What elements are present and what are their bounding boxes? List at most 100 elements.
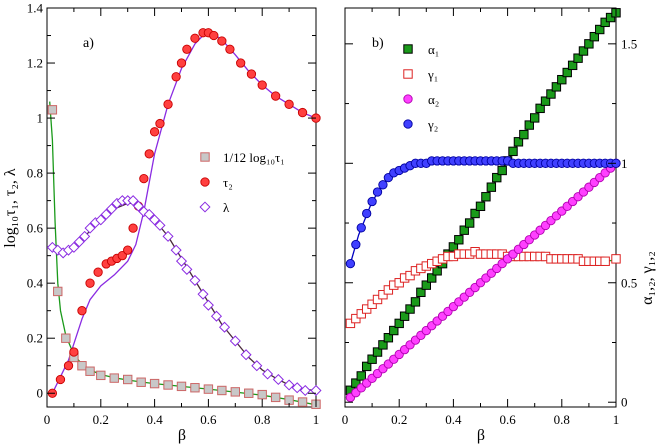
panel-a-series-2-point — [176, 58, 187, 68]
panel-b-series-1-point — [427, 273, 437, 283]
panel-a-series-3-point — [138, 206, 150, 218]
panel-b-series-4-point — [372, 187, 383, 197]
panel-b-series-4-point — [362, 208, 372, 219]
panel-a-series-1-point — [149, 378, 160, 389]
panel-a-y-tick-label: 0.4 — [27, 276, 44, 291]
panel-a-y-tick-label: 1.2 — [27, 56, 43, 71]
panel-b-series-1-point — [475, 201, 486, 212]
panel-a-ticks: 0 0.2 0.4 0.6 0.8 1 0 0.2 0.4 0.6 0.8 1 1.2 1.4 — [27, 1, 320, 428]
panel-b-y-tick-label: 1.5 — [621, 36, 637, 51]
panel-b-x-tick-label: 0 — [342, 412, 349, 427]
panel-b: 0 0.2 0.4 0.6 0.8 100.511.5 b) β α₁,₂, γ₁,₂ α… — [342, 7, 656, 444]
panel-b-ticks: 0 0.2 0.4 0.6 0.8 100.511.5 — [342, 8, 637, 427]
panel-a-series-1-point — [61, 333, 71, 343]
panel-b-series-1-point — [497, 165, 507, 176]
panel-a-series-3-point — [79, 230, 91, 242]
panel-b-series-1-point — [524, 120, 534, 130]
panel-b-series-3-legend-label: α₂ — [428, 92, 439, 107]
panel-a-series-3-point — [283, 379, 295, 391]
panel-a-series-2-point — [246, 69, 257, 79]
panel-a-series-3-point — [52, 244, 64, 256]
panel-a-series-1-point — [176, 381, 187, 392]
panel-b-series-4-point — [367, 196, 377, 207]
panel-a-series-3-point — [175, 255, 188, 267]
panel-b-series-1-point — [530, 113, 540, 123]
panel-a-series-2-point — [128, 223, 138, 233]
panel-b-series-1-point — [519, 129, 529, 140]
panel-b-series-1-point — [589, 31, 600, 42]
panel-a-series-2-point — [297, 107, 308, 118]
panel-a-x-tick-label: 0 — [44, 412, 51, 427]
panel-a-series-3-point — [229, 335, 241, 347]
panel-a-series-3-point — [251, 360, 263, 372]
panel-a-series-2-point — [144, 149, 154, 159]
panel-b-series-2-point — [372, 294, 383, 305]
panel-a-series-3-point — [84, 222, 96, 234]
panel-a-series-3-legend-label: λ — [223, 200, 230, 215]
panel-b-series-1-point — [486, 182, 497, 192]
panel-a-series-1-point — [109, 373, 119, 383]
panel-a-series-1-legend-label: 1/12 log₁₀τ₁ — [223, 150, 285, 165]
panel-a-series-2-legend-label: τ₂ — [223, 175, 233, 190]
panel-a-series-1-point — [85, 366, 95, 376]
panel-b-series-1-point — [508, 146, 518, 157]
panel-a-series-2-point — [77, 306, 87, 316]
panel-b-series-1-point — [557, 74, 567, 85]
panel-a-series-2-point — [257, 80, 267, 90]
panel-b-series-1-point — [584, 39, 594, 49]
panel-b-series-1-point — [454, 235, 464, 245]
panel-b-series-1-point — [394, 318, 404, 329]
panel-a-series-2-line — [51, 32, 316, 394]
panel-a-markers — [46, 28, 322, 409]
panel-b-series-1-point — [605, 12, 616, 23]
panel-b-series-1-point — [405, 304, 415, 314]
panel-a-series-2-point — [69, 347, 79, 357]
panel-a-series-3-point — [219, 321, 231, 333]
panel-b-series-4-point — [345, 258, 356, 269]
panel-b-series-1-point — [416, 287, 426, 298]
panel-a-y-tick-label: 0.6 — [27, 221, 44, 236]
panel-b-series-1-point — [573, 53, 583, 63]
panel-a-series-3-point — [127, 195, 139, 207]
panel-a-series-1-point — [53, 286, 63, 297]
panel-a-x-tick-label: 1 — [313, 412, 320, 427]
panel-a-series-1-point — [230, 387, 241, 397]
panel-b-series-2-point — [405, 270, 415, 281]
panel-b-y-tick-label: 1 — [621, 156, 628, 171]
panel-a-series-1-point — [47, 105, 58, 115]
panel-b-series-2-point — [351, 313, 361, 324]
panel-b-series-1-point — [567, 60, 578, 71]
panel-a-series-2-point — [55, 374, 66, 385]
panel-b-series-1-point — [551, 82, 562, 92]
panel-a-series-2-point — [236, 58, 246, 68]
panel-a-series-1-point — [257, 389, 267, 400]
panel-b-series-2-point — [383, 285, 394, 295]
panel-a-series-1-point — [244, 388, 254, 398]
panel-a-series-3-point — [46, 241, 58, 253]
panel-b-series-2-point — [367, 299, 377, 309]
panel-a-series-3-point — [240, 349, 252, 361]
panel-a-series-2-point — [123, 245, 133, 255]
panel-a-series-2-point — [63, 361, 74, 371]
panel-a-series-3-point — [272, 373, 284, 386]
panel-a-series-1-point — [77, 361, 87, 371]
panel-b-series-1-point — [562, 67, 572, 78]
panel-a-series-3-point — [154, 219, 166, 231]
panel-b-series-1-point — [356, 371, 366, 381]
panel-a-series-3-point — [310, 384, 322, 397]
panel-a-series-3-point — [299, 384, 311, 397]
panel-b-series-1-point — [464, 218, 475, 228]
panel-b-series-1-point — [351, 378, 361, 388]
panel-b-series-1-point — [432, 266, 442, 276]
panel-a-series-2-point — [171, 72, 181, 82]
panel-a-series-1-point — [190, 383, 200, 393]
panel-a-series-1-point — [217, 385, 227, 396]
panel-a-x-tick-label: 0.4 — [146, 412, 163, 427]
panel-b-series-2-point — [361, 304, 372, 314]
panel-a-series-1-point — [136, 377, 146, 387]
panel-a-series-1-point — [96, 370, 106, 381]
panel-a-series-2-point — [284, 99, 294, 109]
panel-a-series-2-point — [209, 30, 219, 41]
panel-a-series-3-point — [149, 214, 161, 226]
